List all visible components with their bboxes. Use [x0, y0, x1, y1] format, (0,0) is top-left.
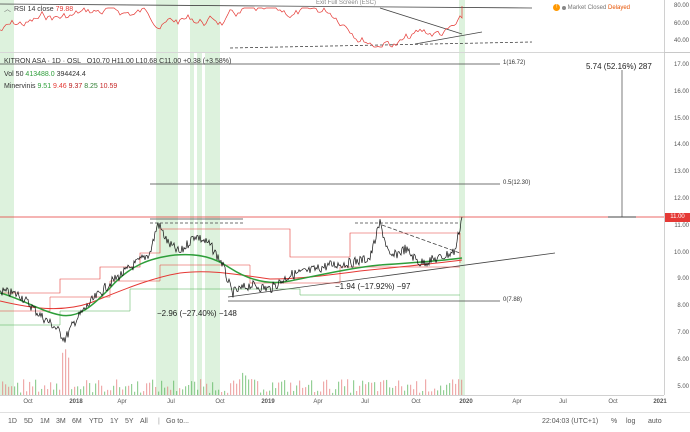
time-tick: Oct: [23, 399, 33, 405]
measure-label-left: −2.96 (−27.40%) −148: [157, 309, 237, 318]
ohlc-low: L10.68: [135, 58, 158, 65]
clock: 22:04:03 (UTC+1): [542, 418, 599, 425]
time-tick: Jul: [167, 399, 175, 405]
range-1d[interactable]: 1D: [8, 418, 17, 425]
price-tick: 12.00: [673, 196, 689, 202]
rsi-pane[interactable]: ︿ RSI 14 close 79.88 Exit Full Screen (E…: [0, 0, 664, 53]
ohlc-change: +0.38 (+3.58%): [183, 58, 232, 65]
time-tick: 2018: [69, 399, 83, 405]
chevron-up-icon[interactable]: ︿: [4, 6, 11, 13]
minervini-value: 9.46: [53, 83, 67, 90]
market-status: ! Market Closed Delayed: [553, 4, 630, 11]
fib-level-0: 0(7.88): [503, 297, 523, 303]
time-tick: Jul: [559, 399, 567, 405]
price-tick: 13.00: [673, 169, 689, 176]
log-toggle[interactable]: log: [626, 418, 636, 425]
bottom-toolbar: 1D 5D 1M 3M 6M YTD 1Y 5Y All | Go to... …: [0, 412, 690, 432]
volume-label: Vol 50: [4, 71, 24, 78]
minervini-value: 10.59: [99, 83, 118, 90]
range-3m[interactable]: 3M: [56, 418, 66, 425]
price-tick: 8.00: [677, 303, 689, 310]
ohlc-open: O10.70: [86, 58, 110, 65]
time-tick: Oct: [411, 399, 421, 405]
minervini-value: 8.25: [84, 83, 98, 90]
percent-toggle[interactable]: %: [611, 418, 618, 425]
rsi-chart: [0, 0, 533, 52]
rsi-tick: 40.00: [673, 38, 689, 44]
price-tick: 7.00: [677, 330, 689, 336]
minervini-value: 9.37: [68, 83, 83, 90]
status-dot-icon: [561, 5, 566, 10]
time-tick: Jul: [361, 399, 369, 405]
symbol-legend[interactable]: KITRON ASA · 1D · OSL O10.70 H11.00 L10.…: [4, 58, 232, 65]
goto-button[interactable]: Go to...: [166, 418, 189, 425]
rsi-tick: 80.00: [673, 3, 689, 9]
exchange: OSL: [67, 58, 81, 65]
fib-level-05: 0.5(12.30): [503, 180, 531, 186]
price-tick: 9.00: [677, 276, 689, 283]
price-tick: 5.00: [677, 383, 689, 390]
range-5d[interactable]: 5D: [24, 418, 33, 425]
volume-value-1: 413488.0: [25, 71, 55, 78]
price-tick: 6.00: [677, 356, 689, 363]
auto-toggle[interactable]: auto: [648, 418, 662, 425]
price-tick: 14.00: [673, 142, 689, 149]
minervini-value: 9.51: [37, 83, 52, 90]
range-1m[interactable]: 1M: [40, 418, 50, 425]
price-scale[interactable]: 17.00 16.00 15.00 14.00 13.00 12.00 11.00 10.00…: [664, 53, 690, 395]
symbol-name[interactable]: KITRON ASA: [4, 58, 46, 65]
price-tick: 10.00: [673, 249, 689, 256]
market-closed-label: Market Closed: [567, 5, 607, 12]
range-6m[interactable]: 6M: [72, 418, 82, 425]
price-tick: 16.00: [673, 88, 689, 95]
rsi-scale[interactable]: 80.00 60.00 40.00: [664, 0, 690, 52]
price-tick: 17.00: [673, 62, 689, 68]
rsi-value: 79.88: [55, 6, 74, 13]
range-1y[interactable]: 1Y: [110, 418, 119, 425]
range-all[interactable]: All: [140, 418, 148, 425]
rsi-tick: 60.00: [673, 21, 689, 27]
time-axis[interactable]: Oct 2018 Apr Jul Oct 2019 Apr Jul Oct 2020 Apr Jul O…: [0, 395, 667, 412]
clock-icon: !: [553, 4, 561, 11]
exit-fullscreen-hint[interactable]: Exit Full Screen (ESC): [316, 0, 377, 6]
price-tick: 11.00: [674, 222, 689, 229]
volume-value-2: 394424.4: [56, 71, 86, 78]
price-tick: 15.00: [673, 115, 689, 122]
price-pane[interactable]: KITRON ASA · 1D · OSL O10.70 H11.00 L10.…: [0, 53, 664, 395]
time-tick: Apr: [313, 399, 323, 405]
price-chart: [0, 53, 664, 395]
measure-label-top: 5.74 (52.16%) 287: [586, 62, 652, 71]
ohlc-high: H11.00: [111, 58, 134, 65]
time-tick: Apr: [512, 399, 522, 405]
minervini-label: Minervinis: [4, 83, 36, 90]
toolbar-divider: |: [158, 418, 160, 425]
time-tick: 2021: [653, 399, 667, 405]
time-tick: Oct: [608, 399, 618, 405]
interval[interactable]: 1D: [51, 58, 61, 65]
fib-level-1: 1(16.72): [503, 60, 526, 66]
delayed-badge: Delayed: [607, 5, 630, 12]
last-price-tag: 11.00: [665, 213, 690, 222]
measure-label-mid: −1.94 (−17.92%) −97: [335, 282, 411, 291]
ohlc-close: C11.00: [159, 58, 182, 65]
time-tick: 2019: [261, 399, 275, 405]
time-tick: 2020: [459, 399, 473, 405]
volume-legend[interactable]: Vol 50 413488.0 394424.4: [4, 71, 86, 78]
range-5y[interactable]: 5Y: [125, 418, 134, 425]
rsi-label: RSI 14 close: [13, 6, 54, 13]
minervini-legend[interactable]: Minervinis 9.51 9.46 9.37 8.25 10.59: [4, 83, 117, 90]
time-tick: Apr: [117, 399, 127, 405]
range-ytd[interactable]: YTD: [89, 418, 103, 425]
time-tick: Oct: [215, 399, 225, 405]
rsi-legend: ︿ RSI 14 close 79.88: [4, 4, 73, 14]
